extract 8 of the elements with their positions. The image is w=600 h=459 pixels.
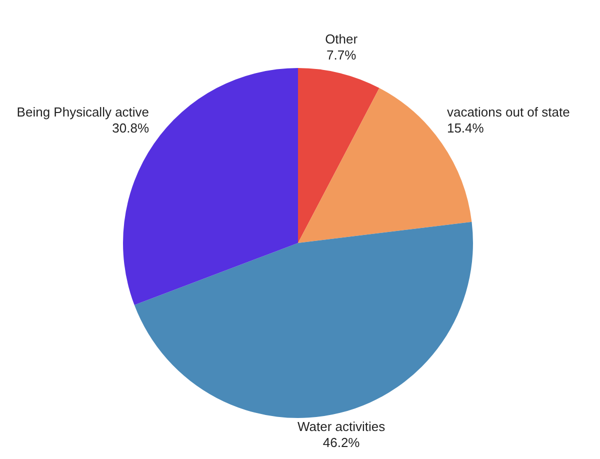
slice-label: Other <box>325 31 358 46</box>
slice-label: Water activities <box>297 418 386 434</box>
data-label: 7.7% <box>326 47 357 62</box>
data-label: 15.4% <box>446 120 484 136</box>
slice-label: vacations out of state <box>446 104 570 120</box>
data-label: 46.2% <box>322 434 360 450</box>
data-label: 30.8% <box>112 120 150 136</box>
slice-label: Being Physically active <box>16 104 150 120</box>
